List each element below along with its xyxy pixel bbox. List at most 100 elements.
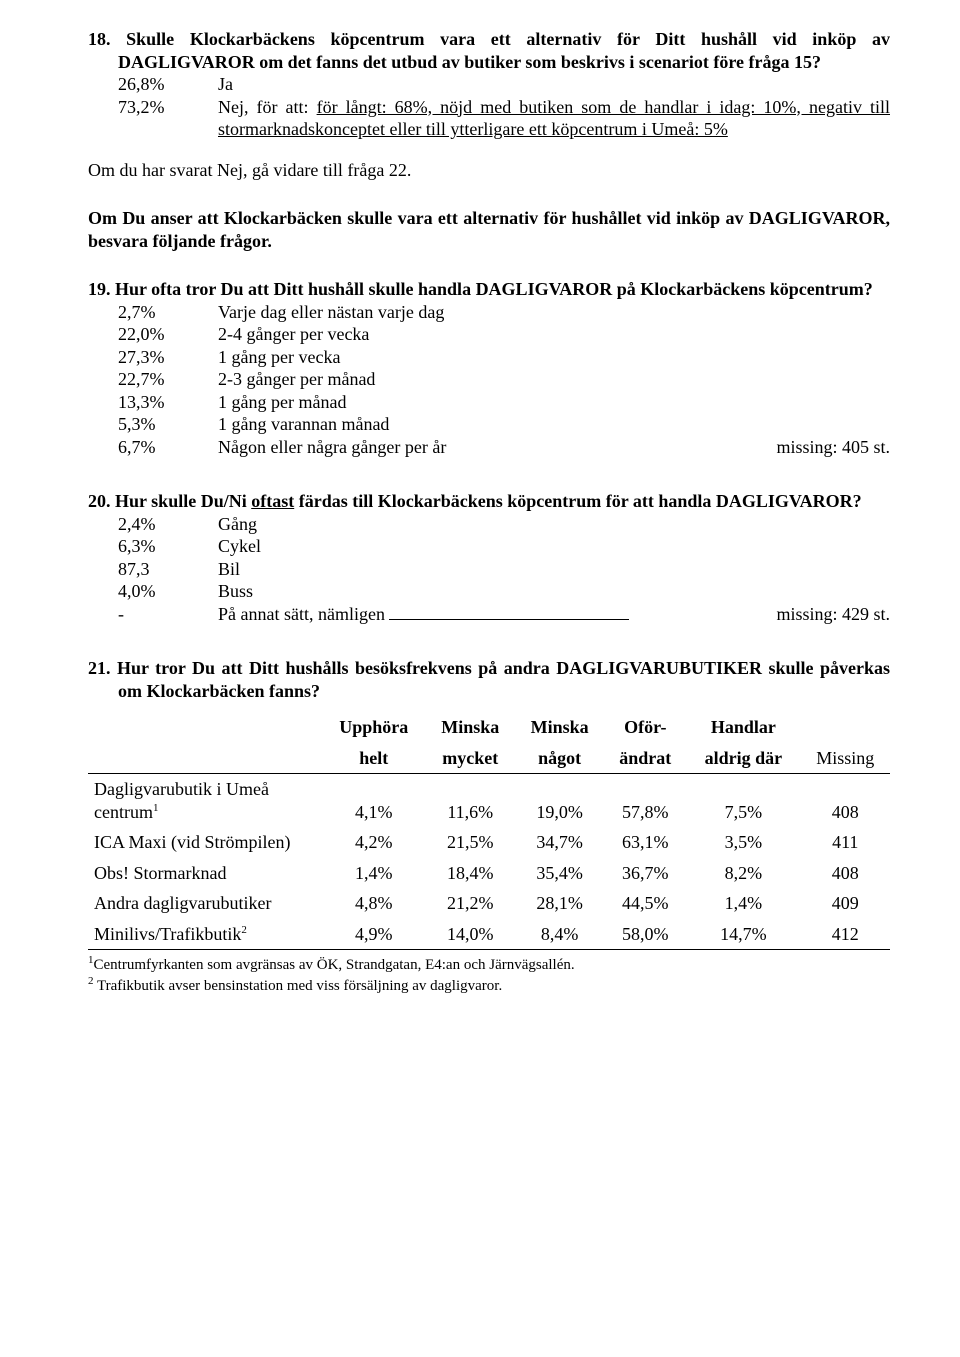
q20-row-label: Gång: [218, 513, 890, 536]
q18: 18. Skulle Klockarbäckens köpcentrum var…: [88, 28, 890, 141]
q21-cell: 35,4%: [515, 858, 604, 889]
q21-col4-l2: aldrig där: [686, 743, 800, 774]
q21-row-label: Dagligvarubutik i Umeå centrum1: [88, 774, 322, 828]
q21-table-row: Andra dagligvarubutiker4,8%21,2%28,1%44,…: [88, 888, 890, 919]
q21-col0-l1: Upphöra: [322, 712, 426, 743]
q19-row-pct: 27,3%: [118, 346, 218, 369]
q21-cell: 4,2%: [322, 827, 426, 858]
q20-row: -På annat sätt, nämligen missing: 429 st…: [118, 603, 890, 626]
q21-col5-l1: [801, 712, 890, 743]
q20-missing: missing: 429 st.: [776, 603, 890, 626]
q21: 21. Hur tror Du att Ditt hushålls besöks…: [88, 657, 890, 996]
q19-row: 27,3%1 gång per vecka: [118, 346, 890, 369]
q21-col2-l2: något: [515, 743, 604, 774]
q21-row-label: Minilivs/Trafikbutik2: [88, 919, 322, 950]
q21-header-row1: Upphöra Minska Minska Oför- Handlar: [88, 712, 890, 743]
q21-cell: 63,1%: [604, 827, 686, 858]
q21-cell: 28,1%: [515, 888, 604, 919]
q21-cell: 1,4%: [686, 888, 800, 919]
q21-cell: 8,4%: [515, 919, 604, 950]
q21-cell: 19,0%: [515, 774, 604, 828]
q21-col3-l2: ändrat: [604, 743, 686, 774]
q21-cell: 14,0%: [426, 919, 515, 950]
q19-row-label: 1 gång varannan månad: [218, 413, 890, 436]
q18-nej-pct: 73,2%: [118, 96, 218, 119]
q20-blank-line: [389, 603, 629, 620]
q19-row-pct: 13,3%: [118, 391, 218, 414]
q21-title: 21. Hur tror Du att Ditt hushålls besöks…: [88, 657, 890, 702]
q21-cell: 18,4%: [426, 858, 515, 889]
q21-footnotes: 1Centrumfyrkanten som avgränsas av ÖK, S…: [88, 954, 890, 996]
q19: 19. Hur ofta tror Du att Ditt hushåll sk…: [88, 278, 890, 458]
q21-col3-l1: Oför-: [604, 712, 686, 743]
q18-nej-note: för långt: 68%, nöjd med butiken som de …: [218, 97, 890, 140]
q21-cell: 408: [801, 774, 890, 828]
q21-col0-l2: helt: [322, 743, 426, 774]
q21-footnote-1: 1Centrumfyrkanten som avgränsas av ÖK, S…: [88, 954, 890, 975]
q19-row-pct: 22,0%: [118, 323, 218, 346]
q21-table-row: Dagligvarubutik i Umeå centrum14,1%11,6%…: [88, 774, 890, 828]
q19-row: 22,0%2-4 gånger per vecka: [118, 323, 890, 346]
q19-title: 19. Hur ofta tror Du att Ditt hushåll sk…: [88, 278, 890, 301]
q21-col1-l2: mycket: [426, 743, 515, 774]
q21-row-label: ICA Maxi (vid Strömpilen): [88, 827, 322, 858]
q20-row: 87,3Bil: [118, 558, 890, 581]
q19-row-label: 1 gång per vecka: [218, 346, 890, 369]
q19-row-label: 2-3 gånger per månad: [218, 368, 890, 391]
q21-cell: 4,1%: [322, 774, 426, 828]
q21-cell: 412: [801, 919, 890, 950]
q21-cell: 7,5%: [686, 774, 800, 828]
q21-col2-l1: Minska: [515, 712, 604, 743]
q19-row-pct: 2,7%: [118, 301, 218, 324]
q21-cell: 21,2%: [426, 888, 515, 919]
q20-title-pre: 20. Hur skulle Du/Ni: [88, 491, 251, 511]
q21-cell: 8,2%: [686, 858, 800, 889]
q20-row-label: Buss: [218, 580, 890, 603]
q21-cell: 4,9%: [322, 919, 426, 950]
q21-cell: 408: [801, 858, 890, 889]
q21-col4-l1: Handlar: [686, 712, 800, 743]
q20-row: 6,3%Cykel: [118, 535, 890, 558]
q18-skip-instruction: Om du har svarat Nej, gå vidare till frå…: [88, 159, 890, 182]
q19-row-pct: 5,3%: [118, 413, 218, 436]
intro-block: Om Du anser att Klockarbäcken skulle var…: [88, 207, 890, 252]
q18-row-ja: 26,8% Ja: [88, 73, 890, 96]
q21-cell: 58,0%: [604, 919, 686, 950]
q19-row: 13,3%1 gång per månad: [118, 391, 890, 414]
q20: 20. Hur skulle Du/Ni oftast färdas till …: [88, 490, 890, 625]
q21-table: Upphöra Minska Minska Oför- Handlar helt…: [88, 712, 890, 950]
q21-col5-l2: Missing: [801, 743, 890, 774]
q19-row: 6,7%Någon eller några gånger per årmissi…: [118, 436, 890, 459]
q20-title: 20. Hur skulle Du/Ni oftast färdas till …: [88, 490, 890, 513]
q18-title: 18. Skulle Klockarbäckens köpcentrum var…: [88, 28, 890, 73]
q20-title-post: färdas till Klockarbäckens köpcentrum fö…: [294, 491, 861, 511]
q19-missing: missing: 405 st.: [776, 436, 890, 459]
q20-row-pct: 4,0%: [118, 580, 218, 603]
q20-title-underline: oftast: [251, 491, 294, 511]
q21-cell: 21,5%: [426, 827, 515, 858]
q19-row: 2,7%Varje dag eller nästan varje dag: [118, 301, 890, 324]
q20-row-label: Cykel: [218, 535, 890, 558]
q20-row-pct: 87,3: [118, 558, 218, 581]
q21-cell: 14,7%: [686, 919, 800, 950]
q20-row: 4,0%Buss: [118, 580, 890, 603]
q21-cell: 34,7%: [515, 827, 604, 858]
q21-row-label: Andra dagligvarubutiker: [88, 888, 322, 919]
q21-cell: 3,5%: [686, 827, 800, 858]
q20-row: 2,4%Gång: [118, 513, 890, 536]
q21-cell: 411: [801, 827, 890, 858]
q19-row-label: Någon eller några gånger per år: [218, 436, 776, 459]
q21-row-label: Obs! Stormarknad: [88, 858, 322, 889]
q19-row-pct: 6,7%: [118, 436, 218, 459]
q21-cell: 4,8%: [322, 888, 426, 919]
q19-row-label: 2-4 gånger per vecka: [218, 323, 890, 346]
q18-ja-label: Ja: [218, 73, 890, 96]
q21-col1-l1: Minska: [426, 712, 515, 743]
q20-row-pct: 2,4%: [118, 513, 218, 536]
q19-row: 22,7%2-3 gånger per månad: [118, 368, 890, 391]
q21-cell: 44,5%: [604, 888, 686, 919]
q19-row: 5,3%1 gång varannan månad: [118, 413, 890, 436]
q21-cell: 57,8%: [604, 774, 686, 828]
q19-row-pct: 22,7%: [118, 368, 218, 391]
q18-row-nej: 73,2% Nej, för att: för långt: 68%, nöjd…: [88, 96, 890, 141]
